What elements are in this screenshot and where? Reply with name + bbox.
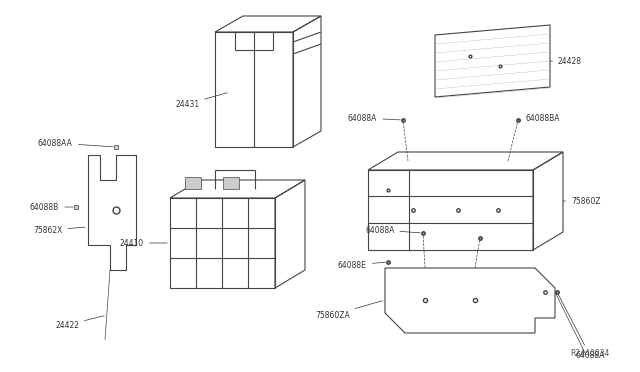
Bar bbox=[223, 177, 239, 189]
Bar bbox=[114, 145, 118, 149]
Text: 64088A: 64088A bbox=[558, 295, 604, 359]
Text: 75860ZA: 75860ZA bbox=[315, 301, 382, 320]
Text: 75860Z: 75860Z bbox=[563, 196, 600, 205]
Text: 64088E: 64088E bbox=[338, 260, 385, 269]
Text: 24431: 24431 bbox=[175, 93, 227, 109]
Text: R2440034: R2440034 bbox=[571, 349, 610, 358]
Bar bbox=[185, 177, 201, 189]
Text: 64088AA: 64088AA bbox=[38, 138, 113, 148]
Text: 64088B: 64088B bbox=[30, 202, 73, 212]
Text: 24410: 24410 bbox=[120, 238, 167, 247]
Text: 64088BA: 64088BA bbox=[518, 113, 561, 122]
Text: 64088A: 64088A bbox=[365, 225, 420, 234]
Text: 75862X: 75862X bbox=[33, 225, 85, 234]
Text: 24428: 24428 bbox=[550, 57, 582, 65]
Text: 64088A: 64088A bbox=[348, 113, 400, 122]
Text: 24422: 24422 bbox=[55, 316, 104, 330]
Bar bbox=[74, 205, 78, 209]
